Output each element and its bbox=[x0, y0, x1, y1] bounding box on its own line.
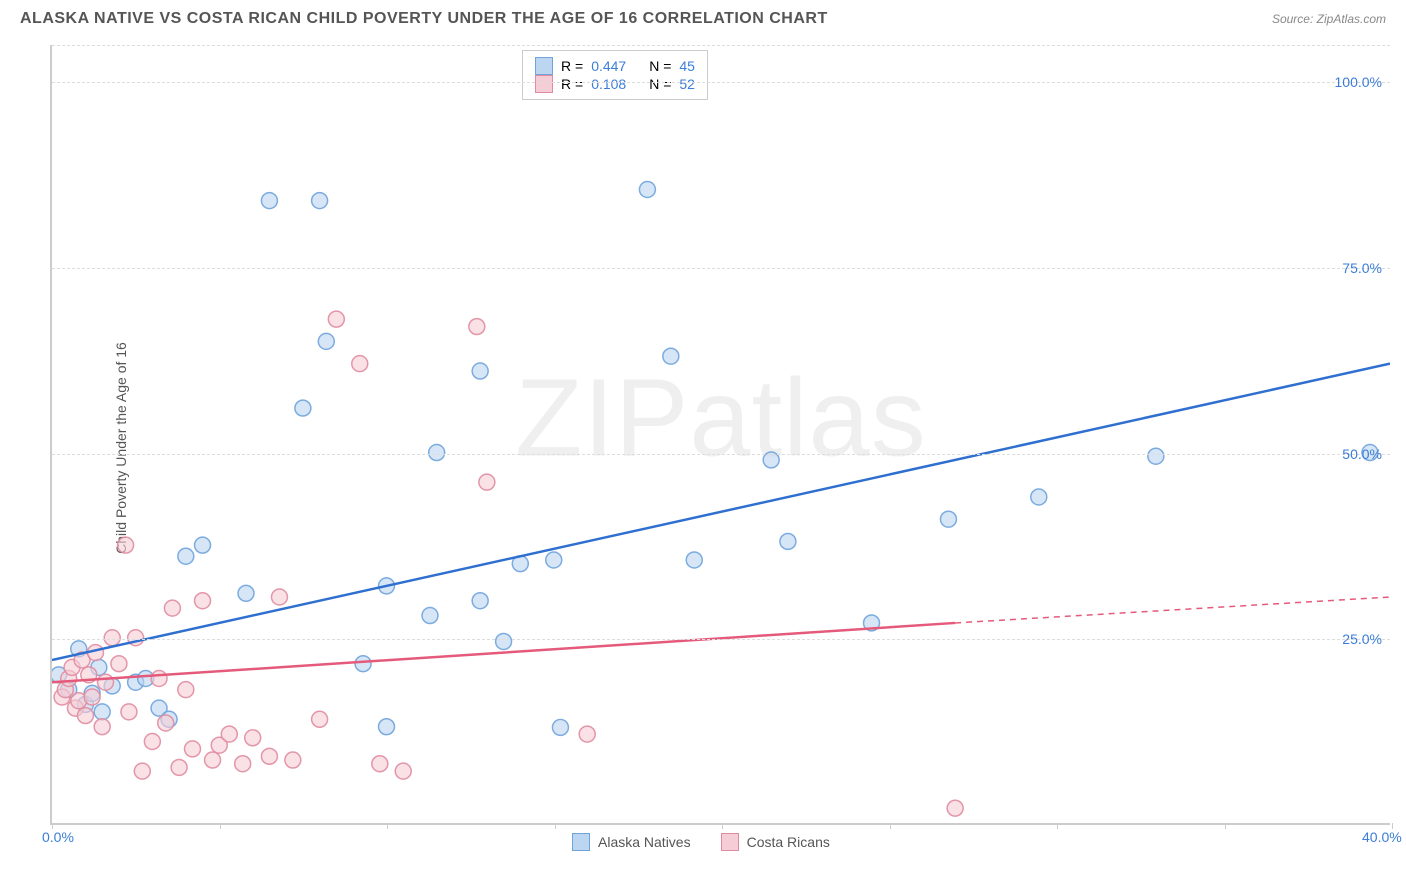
y-tick-label: 100.0% bbox=[1335, 74, 1382, 90]
x-tick-mark bbox=[220, 823, 221, 829]
legend-label: Costa Ricans bbox=[747, 834, 830, 850]
x-tick-mark bbox=[555, 823, 556, 829]
x-tick-label: 0.0% bbox=[42, 829, 74, 845]
n-label: N = bbox=[649, 76, 671, 92]
source-attribution: Source: ZipAtlas.com bbox=[1272, 12, 1386, 26]
legend-item: Costa Ricans bbox=[721, 833, 830, 851]
legend-swatch bbox=[721, 833, 739, 851]
gridline bbox=[52, 82, 1390, 83]
y-tick-label: 75.0% bbox=[1342, 260, 1382, 276]
chart-title: ALASKA NATIVE VS COSTA RICAN CHILD POVER… bbox=[20, 10, 828, 28]
gridline bbox=[52, 45, 1390, 46]
gridline bbox=[52, 454, 1390, 455]
x-tick-mark bbox=[890, 823, 891, 829]
x-tick-mark bbox=[387, 823, 388, 829]
gridline bbox=[52, 639, 1390, 640]
y-tick-label: 25.0% bbox=[1342, 631, 1382, 647]
correlation-legend: R = 0.447 N = 45 R = 0.108 N = 52 bbox=[522, 50, 708, 100]
correlation-row: R = 0.447 N = 45 bbox=[535, 57, 695, 75]
x-tick-label: 40.0% bbox=[1362, 829, 1402, 845]
plot-area: ZIPatlas R =0.447N =45R =0.108N =52 Alas… bbox=[50, 45, 1390, 825]
gridline bbox=[52, 268, 1390, 269]
legend-item: Alaska Natives bbox=[572, 833, 691, 851]
legend-swatch bbox=[572, 833, 590, 851]
legend-swatch bbox=[535, 57, 553, 75]
n-label: N = bbox=[649, 58, 671, 74]
chart-container: Child Poverty Under the Age of 16 ZIPatl… bbox=[50, 45, 1390, 850]
r-label: R = bbox=[561, 76, 583, 92]
series-legend: Alaska Natives Costa Ricans bbox=[572, 833, 830, 851]
legend-swatch bbox=[535, 75, 553, 93]
r-value: 0.447 bbox=[591, 58, 641, 74]
scatter-plot-svg bbox=[52, 45, 1390, 823]
correlation-row: R = 0.108 N = 52 bbox=[535, 75, 695, 93]
r-label: R = bbox=[561, 58, 583, 74]
legend-label: Alaska Natives bbox=[598, 834, 691, 850]
y-tick-label: 50.0% bbox=[1342, 446, 1382, 462]
x-tick-mark bbox=[722, 823, 723, 829]
n-value: 52 bbox=[679, 76, 695, 92]
r-value: 0.108 bbox=[591, 76, 641, 92]
x-tick-mark bbox=[1225, 823, 1226, 829]
x-tick-mark bbox=[1057, 823, 1058, 829]
n-value: 45 bbox=[679, 58, 695, 74]
